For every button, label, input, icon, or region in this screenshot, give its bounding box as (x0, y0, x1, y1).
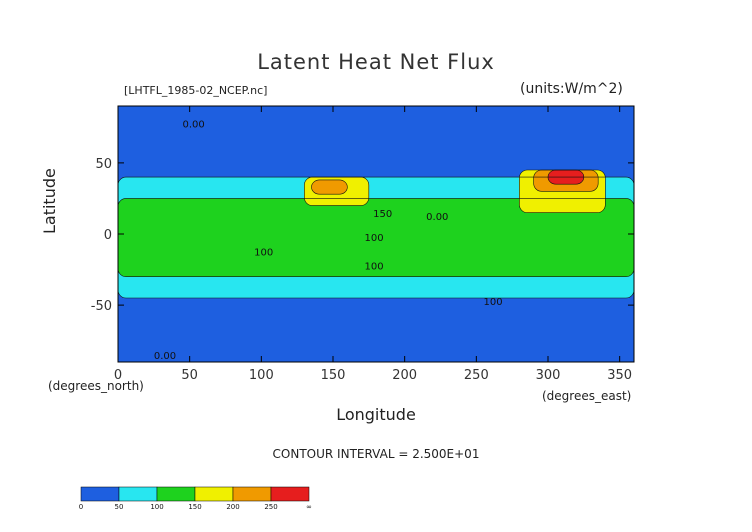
colorbar-label: ∞ (306, 503, 312, 511)
x-tick-label: 350 (607, 368, 632, 383)
contour-label: 0.00 (154, 351, 176, 362)
colorbar-label: 50 (115, 503, 124, 511)
contour-label: 150 (373, 209, 392, 220)
colorbar-swatch (118, 486, 158, 502)
y-tick-label: 0 (104, 228, 112, 243)
y-unit-label: (degrees_north) (48, 379, 144, 393)
contour-interval-label: CONTOUR INTERVAL = 2.500E+01 (272, 447, 480, 461)
contour-line (311, 179, 348, 195)
y-tick-label: 50 (95, 157, 112, 172)
contour-label: 100 (365, 262, 384, 273)
colorbar-swatch (270, 486, 310, 502)
heatmap-region (118, 198, 634, 277)
contour-line (304, 176, 370, 206)
contour-label: 100 (484, 297, 503, 308)
colorbar-swatch (156, 486, 196, 502)
colorbar-swatch (80, 486, 120, 502)
y-tick-label: -50 (91, 299, 112, 314)
x-tick-label: 200 (392, 368, 417, 383)
heatmap-region (311, 179, 348, 195)
contour-label: 100 (254, 247, 273, 258)
x-tick-label: 300 (536, 368, 561, 383)
colorbar: 0 50 100 150 200 250 ∞ (79, 486, 312, 511)
units-label: (units:W/m^2) (520, 81, 623, 97)
file-label: [LHTFL_1985-02_NCEP.nc] (124, 84, 268, 97)
contour-label: 100 (365, 233, 384, 244)
colorbar-label: 200 (226, 503, 239, 511)
colorbar-swatch (232, 486, 272, 502)
contour-label: 0.00 (426, 212, 448, 223)
colorbar-label: 100 (150, 503, 163, 511)
axis-ticks: 0 50 100 150 200 250 300 350 50 0 -50 (91, 106, 634, 383)
colorbar-label: 0 (79, 503, 83, 511)
colorbar-label: 250 (264, 503, 277, 511)
colorbar-swatch (194, 486, 234, 502)
x-unit-label: (degrees_east) (542, 389, 632, 403)
x-tick-label: 0 (114, 368, 122, 383)
chart-title: Latent Heat Net Flux (257, 50, 495, 74)
x-tick-label: 250 (464, 368, 489, 383)
contour-label: 0.00 (183, 119, 205, 130)
colorbar-label: 150 (188, 503, 201, 511)
plot-area: 0.00 150 100 100 100 100 0.00 0.00 (117, 105, 635, 363)
contour-line (547, 169, 585, 185)
x-tick-label: 50 (181, 368, 198, 383)
x-axis-label: Longitude (336, 405, 416, 424)
x-tick-label: 150 (321, 368, 346, 383)
x-tick-label: 100 (249, 368, 274, 383)
